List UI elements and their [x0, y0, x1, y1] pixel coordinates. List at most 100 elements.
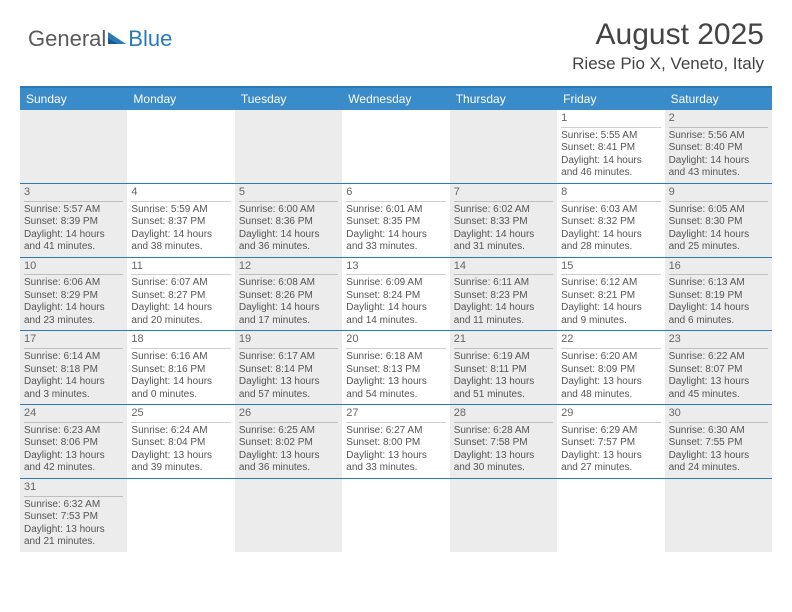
calendar-cell-empty — [127, 479, 234, 552]
sunrise-text: Sunrise: 6:12 AM — [561, 277, 660, 290]
daylight-text: Daylight: 13 hours and 27 minutes. — [561, 450, 660, 475]
calendar-cell-empty — [235, 110, 342, 183]
daylight-text: Daylight: 13 hours and 30 minutes. — [454, 450, 553, 475]
day-number: 21 — [454, 333, 553, 349]
calendar-cell-empty — [557, 479, 664, 552]
sunset-text: Sunset: 8:18 PM — [24, 364, 123, 377]
day-number: 12 — [239, 260, 338, 276]
day-number: 24 — [24, 407, 123, 423]
sunrise-text: Sunrise: 6:13 AM — [669, 277, 768, 290]
page-title: August 2025 — [572, 18, 764, 52]
sunset-text: Sunset: 8:23 PM — [454, 290, 553, 303]
day-number: 15 — [561, 260, 660, 276]
brand-name-2: Blue — [128, 26, 172, 52]
daylight-text: Daylight: 14 hours and 0 minutes. — [131, 376, 230, 401]
day-header: Sunday — [20, 88, 127, 110]
day-header: Thursday — [450, 88, 557, 110]
day-number: 9 — [669, 186, 768, 202]
sunset-text: Sunset: 7:58 PM — [454, 437, 553, 450]
day-number: 14 — [454, 260, 553, 276]
calendar-cell: 6Sunrise: 6:01 AMSunset: 8:35 PMDaylight… — [342, 184, 449, 257]
day-header: Tuesday — [235, 88, 342, 110]
sunrise-text: Sunrise: 5:56 AM — [669, 130, 768, 143]
sunset-text: Sunset: 8:41 PM — [561, 142, 660, 155]
sunrise-text: Sunrise: 6:06 AM — [24, 277, 123, 290]
daylight-text: Daylight: 13 hours and 51 minutes. — [454, 376, 553, 401]
daylight-text: Daylight: 14 hours and 38 minutes. — [131, 229, 230, 254]
calendar-cell: 7Sunrise: 6:02 AMSunset: 8:33 PMDaylight… — [450, 184, 557, 257]
calendar-cell: 24Sunrise: 6:23 AMSunset: 8:06 PMDayligh… — [20, 405, 127, 478]
calendar-cell: 23Sunrise: 6:22 AMSunset: 8:07 PMDayligh… — [665, 331, 772, 404]
day-number: 7 — [454, 186, 553, 202]
daylight-text: Daylight: 14 hours and 11 minutes. — [454, 302, 553, 327]
day-number: 3 — [24, 186, 123, 202]
day-number: 20 — [346, 333, 445, 349]
brand-logo: General Blue — [28, 26, 172, 52]
sunset-text: Sunset: 8:07 PM — [669, 364, 768, 377]
header: General Blue August 2025 Riese Pio X, Ve… — [0, 0, 792, 80]
day-header: Saturday — [665, 88, 772, 110]
calendar-cell: 26Sunrise: 6:25 AMSunset: 8:02 PMDayligh… — [235, 405, 342, 478]
day-header-row: SundayMondayTuesdayWednesdayThursdayFrid… — [20, 88, 772, 110]
daylight-text: Daylight: 14 hours and 17 minutes. — [239, 302, 338, 327]
day-number: 26 — [239, 407, 338, 423]
daylight-text: Daylight: 13 hours and 45 minutes. — [669, 376, 768, 401]
sunrise-text: Sunrise: 6:23 AM — [24, 425, 123, 438]
calendar: SundayMondayTuesdayWednesdayThursdayFrid… — [20, 86, 772, 552]
calendar-week: 24Sunrise: 6:23 AMSunset: 8:06 PMDayligh… — [20, 405, 772, 479]
calendar-cell: 19Sunrise: 6:17 AMSunset: 8:14 PMDayligh… — [235, 331, 342, 404]
day-number: 17 — [24, 333, 123, 349]
daylight-text: Daylight: 14 hours and 41 minutes. — [24, 229, 123, 254]
daylight-text: Daylight: 14 hours and 31 minutes. — [454, 229, 553, 254]
day-number: 13 — [346, 260, 445, 276]
daylight-text: Daylight: 14 hours and 28 minutes. — [561, 229, 660, 254]
calendar-cell: 14Sunrise: 6:11 AMSunset: 8:23 PMDayligh… — [450, 258, 557, 331]
sunrise-text: Sunrise: 5:55 AM — [561, 130, 660, 143]
day-number: 23 — [669, 333, 768, 349]
sunset-text: Sunset: 7:55 PM — [669, 437, 768, 450]
calendar-cell: 12Sunrise: 6:08 AMSunset: 8:26 PMDayligh… — [235, 258, 342, 331]
title-block: August 2025 Riese Pio X, Veneto, Italy — [572, 18, 764, 74]
calendar-cell: 3Sunrise: 5:57 AMSunset: 8:39 PMDaylight… — [20, 184, 127, 257]
calendar-cell: 22Sunrise: 6:20 AMSunset: 8:09 PMDayligh… — [557, 331, 664, 404]
day-number: 22 — [561, 333, 660, 349]
calendar-cell: 13Sunrise: 6:09 AMSunset: 8:24 PMDayligh… — [342, 258, 449, 331]
sunrise-text: Sunrise: 6:09 AM — [346, 277, 445, 290]
day-number: 30 — [669, 407, 768, 423]
calendar-week: 31Sunrise: 6:32 AMSunset: 7:53 PMDayligh… — [20, 479, 772, 552]
day-number: 31 — [24, 481, 123, 497]
calendar-cell: 8Sunrise: 6:03 AMSunset: 8:32 PMDaylight… — [557, 184, 664, 257]
calendar-cell: 29Sunrise: 6:29 AMSunset: 7:57 PMDayligh… — [557, 405, 664, 478]
sunset-text: Sunset: 8:11 PM — [454, 364, 553, 377]
day-header: Monday — [127, 88, 234, 110]
location: Riese Pio X, Veneto, Italy — [572, 54, 764, 74]
calendar-cell-empty — [665, 479, 772, 552]
day-number: 6 — [346, 186, 445, 202]
daylight-text: Daylight: 14 hours and 20 minutes. — [131, 302, 230, 327]
day-number: 18 — [131, 333, 230, 349]
daylight-text: Daylight: 14 hours and 3 minutes. — [24, 376, 123, 401]
calendar-cell: 15Sunrise: 6:12 AMSunset: 8:21 PMDayligh… — [557, 258, 664, 331]
daylight-text: Daylight: 14 hours and 36 minutes. — [239, 229, 338, 254]
sunrise-text: Sunrise: 6:17 AM — [239, 351, 338, 364]
sunset-text: Sunset: 8:00 PM — [346, 437, 445, 450]
day-number: 25 — [131, 407, 230, 423]
daylight-text: Daylight: 14 hours and 43 minutes. — [669, 155, 768, 180]
day-number: 19 — [239, 333, 338, 349]
sunset-text: Sunset: 8:26 PM — [239, 290, 338, 303]
sunrise-text: Sunrise: 6:05 AM — [669, 204, 768, 217]
flag-icon — [108, 30, 128, 44]
calendar-cell-empty — [342, 479, 449, 552]
calendar-week: 10Sunrise: 6:06 AMSunset: 8:29 PMDayligh… — [20, 258, 772, 332]
calendar-cell: 30Sunrise: 6:30 AMSunset: 7:55 PMDayligh… — [665, 405, 772, 478]
daylight-text: Daylight: 14 hours and 14 minutes. — [346, 302, 445, 327]
sunrise-text: Sunrise: 6:25 AM — [239, 425, 338, 438]
sunset-text: Sunset: 8:40 PM — [669, 142, 768, 155]
daylight-text: Daylight: 14 hours and 33 minutes. — [346, 229, 445, 254]
sunset-text: Sunset: 8:09 PM — [561, 364, 660, 377]
sunrise-text: Sunrise: 6:16 AM — [131, 351, 230, 364]
daylight-text: Daylight: 14 hours and 46 minutes. — [561, 155, 660, 180]
calendar-week: 3Sunrise: 5:57 AMSunset: 8:39 PMDaylight… — [20, 184, 772, 258]
sunrise-text: Sunrise: 6:18 AM — [346, 351, 445, 364]
day-number: 2 — [669, 112, 768, 128]
